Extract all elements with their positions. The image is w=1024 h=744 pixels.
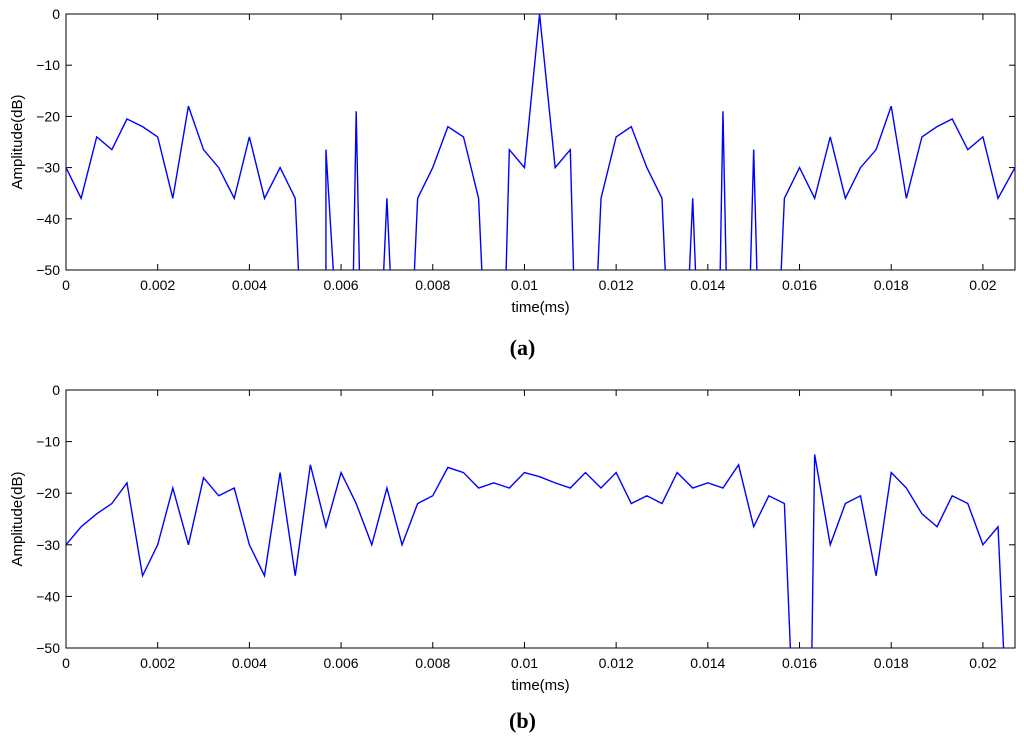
x-tick-label: 0.002 bbox=[140, 277, 175, 293]
x-tick-label: 0.016 bbox=[782, 277, 817, 293]
x-tick-label: 0.016 bbox=[782, 655, 817, 671]
x-tick-label: 0.014 bbox=[690, 277, 725, 293]
y-axis-label: Amplitude(dB) bbox=[9, 94, 26, 189]
x-tick-label: 0.008 bbox=[415, 655, 450, 671]
y-tick-label: −10 bbox=[36, 434, 60, 450]
y-tick-label: −50 bbox=[36, 640, 60, 656]
x-axis-label: time(ms) bbox=[511, 677, 569, 694]
x-tick-label: 0.018 bbox=[874, 277, 909, 293]
y-tick-label: −30 bbox=[36, 160, 60, 176]
x-tick-label: 0.012 bbox=[599, 277, 634, 293]
y-tick-label: −10 bbox=[36, 57, 60, 73]
x-tick-label: 0.006 bbox=[324, 277, 359, 293]
plot-frame bbox=[65, 389, 1016, 649]
chart-panel-b: 0 0.002 0.004 0.006 0.008 0.01 0.012 0.014 0.016… bbox=[9, 382, 1016, 733]
y-tick-label: −20 bbox=[36, 108, 60, 124]
y-tick-label: 0 bbox=[52, 6, 60, 22]
x-tick-label: 0.004 bbox=[232, 655, 267, 671]
panel-caption: (b) bbox=[509, 708, 536, 733]
y-tick-label: −40 bbox=[36, 211, 60, 227]
panel-caption: (a) bbox=[510, 335, 536, 360]
plot-frame bbox=[65, 13, 1016, 271]
x-axis-label: time(ms) bbox=[511, 299, 569, 316]
x-tick-label: 0.002 bbox=[140, 655, 175, 671]
y-tick-label: −20 bbox=[36, 485, 60, 501]
y-tick-label: −30 bbox=[36, 537, 60, 553]
x-tick-label: 0.02 bbox=[969, 277, 996, 293]
x-tick-label: 0.018 bbox=[874, 655, 909, 671]
x-tick-label: 0.01 bbox=[511, 277, 538, 293]
x-tick-label: 0.006 bbox=[324, 655, 359, 671]
x-tick-label: 0.02 bbox=[969, 655, 996, 671]
x-tick-label: 0 bbox=[62, 655, 70, 671]
x-tick-label: 0 bbox=[62, 277, 70, 293]
y-tick-label: 0 bbox=[52, 382, 60, 398]
x-tick-label: 0.014 bbox=[690, 655, 725, 671]
y-tick-label: −40 bbox=[36, 588, 60, 604]
y-axis-label: Amplitude(dB) bbox=[9, 471, 26, 566]
y-tick-label: −50 bbox=[36, 262, 60, 278]
series-line-0 bbox=[66, 14, 1015, 270]
x-tick-label: 0.004 bbox=[232, 277, 267, 293]
series-line-0 bbox=[66, 454, 1005, 648]
x-tick-label: 0.01 bbox=[511, 655, 538, 671]
x-tick-label: 0.012 bbox=[599, 655, 634, 671]
chart-panel-a: 0 0.002 0.004 0.006 0.008 0.01 0.012 0.014 0.016… bbox=[9, 6, 1016, 360]
x-tick-label: 0.008 bbox=[415, 277, 450, 293]
